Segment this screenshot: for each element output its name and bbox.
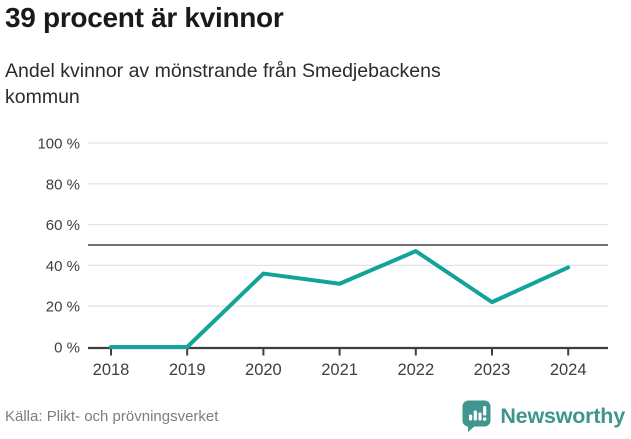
y-axis-tick-label: 40 % — [46, 258, 80, 275]
y-axis-tick-label: 100 % — [37, 136, 80, 153]
chart-subtitle: Andel kvinnor av mönstrande från Smedjeb… — [5, 58, 441, 110]
page-title: 39 procent är kvinnor — [5, 2, 284, 33]
x-axis-tick-label: 2022 — [397, 361, 434, 379]
x-axis-tick-label: 2020 — [245, 361, 282, 379]
chart-subtitle-line-2: kommun — [5, 86, 80, 108]
source-note: Källa: Plikt- och prövningsverket — [5, 407, 219, 425]
y-axis-tick-label: 60 % — [46, 217, 80, 234]
x-axis-tick-label: 2018 — [93, 361, 130, 379]
x-axis-tick-label: 2021 — [321, 361, 358, 379]
data-line-series — [109, 249, 571, 349]
x-axis-tick-label: 2024 — [550, 361, 587, 379]
y-axis-tick-label: 20 % — [46, 299, 80, 316]
x-axis-tick-label: 2019 — [169, 361, 206, 379]
y-axis-tick-label: 80 % — [46, 176, 80, 193]
newsworthy-logo[interactable]: Newsworthy — [460, 399, 625, 433]
x-axis-tick-label: 2023 — [474, 361, 511, 379]
y-axis-tick-label: 0 % — [54, 340, 80, 357]
brand-wordmark: Newsworthy — [500, 403, 625, 428]
chart-subtitle-line-1: Andel kvinnor av mönstrande från Smedjeb… — [5, 60, 441, 82]
footer: Källa: Plikt- och prövningsverket Newswo… — [5, 397, 625, 435]
line-chart: 0 % 20 % 40 % 60 % 80 % 100 % 2018 2019 2020 2021… — [37, 136, 608, 379]
bar-chart-bubble-icon — [462, 400, 491, 432]
